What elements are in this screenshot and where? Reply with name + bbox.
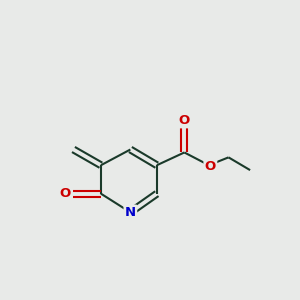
Text: O: O <box>179 114 190 127</box>
Text: O: O <box>60 187 71 200</box>
Text: N: N <box>125 206 136 219</box>
Text: O: O <box>205 160 216 173</box>
